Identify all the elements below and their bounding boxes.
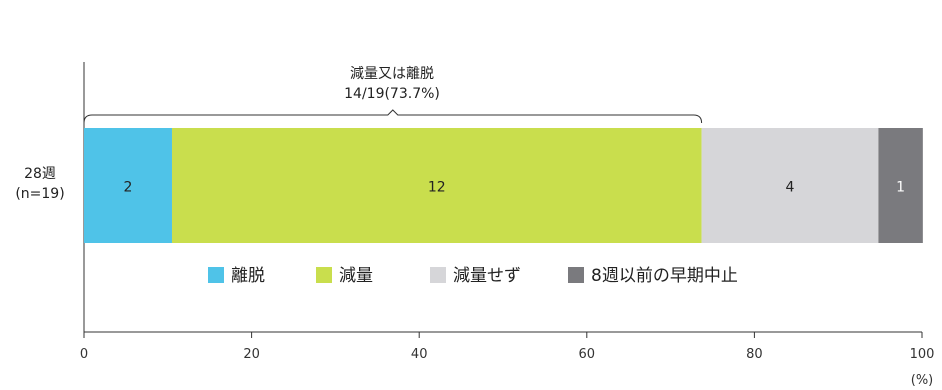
- bar-segments: 2 12 4 1: [84, 128, 923, 243]
- x-axis-unit: (%): [911, 373, 934, 388]
- legend-swatch: [208, 267, 224, 283]
- bar-value-label: 4: [786, 180, 795, 196]
- legend-label: 減量: [339, 266, 373, 286]
- legend-swatch: [568, 267, 584, 283]
- x-tick-label: 20: [243, 347, 260, 362]
- bar-segment: [878, 128, 923, 243]
- bar-value-label: 1: [896, 180, 905, 196]
- category-label-line2: (n=19): [15, 186, 64, 202]
- legend-label: 離脱: [231, 266, 265, 286]
- legend-label: 8週以前の早期中止: [591, 266, 738, 286]
- bar-value-label: 2: [124, 180, 133, 196]
- legend-swatch: [430, 267, 446, 283]
- x-tick-label: 80: [746, 347, 763, 362]
- bar-segment: [701, 128, 879, 243]
- legend: 離脱 減量 減量せず 8週以前の早期中止: [208, 266, 738, 286]
- legend-label: 減量せず: [453, 266, 521, 286]
- x-tick-label: 40: [411, 347, 428, 362]
- annotation-value: 14/19(73.7%): [344, 86, 440, 102]
- bar-segment: [84, 128, 172, 243]
- bar-segment: [171, 128, 702, 243]
- category-label-line1: 28週: [24, 166, 56, 182]
- annotation-title: 減量又は離脱: [350, 65, 434, 82]
- x-tick-label: 60: [579, 347, 596, 362]
- annotation-bracket: [83, 109, 703, 124]
- legend-swatch: [316, 267, 332, 283]
- x-tick-label: 0: [80, 347, 88, 362]
- x-tick-label: 100: [910, 347, 935, 362]
- bar-value-label: 12: [428, 180, 446, 196]
- x-axis-ticks: 0 20 40 60 80 100: [80, 332, 935, 362]
